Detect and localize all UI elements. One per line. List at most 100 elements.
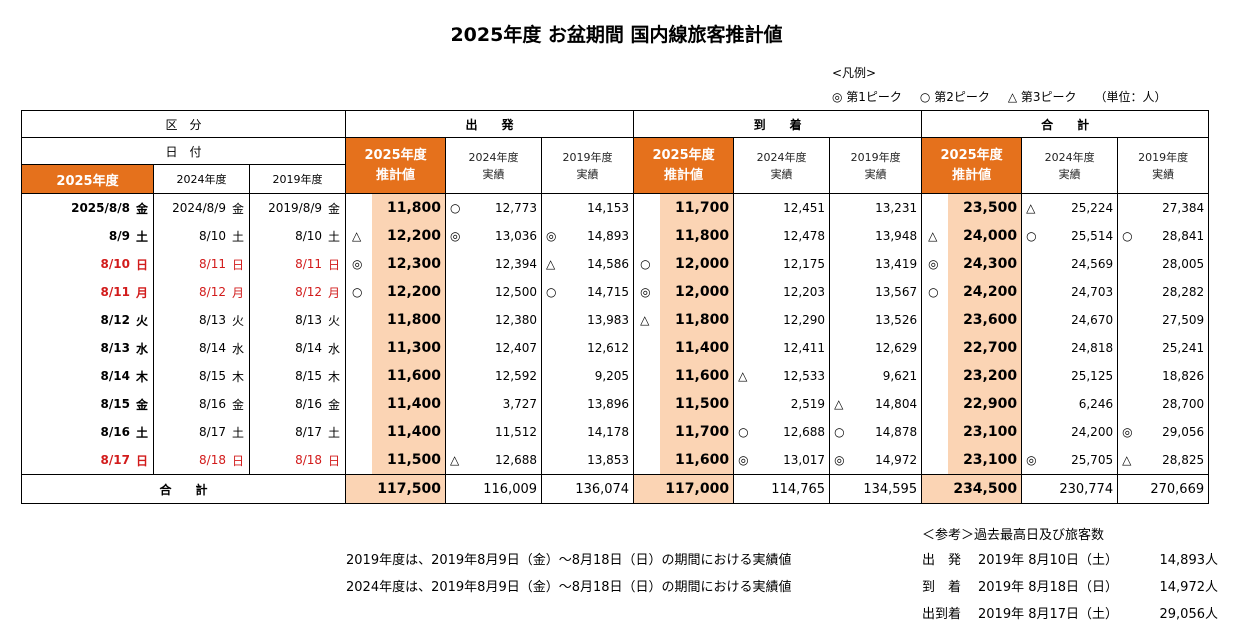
arr-estimate-value: 11,500 <box>675 396 730 412</box>
tot-estimate-value: 23,500 <box>963 200 1018 216</box>
date-2024-weekday: 水 <box>231 341 244 356</box>
tot-estimate-value: 23,100 <box>963 424 1018 440</box>
dep-v19-cell: 14,178 <box>541 418 635 446</box>
date-2024-weekday: 金 <box>231 201 244 216</box>
tot-v19-cell: 27,509 <box>1117 306 1210 334</box>
tot-total-2: 270,669 <box>1117 474 1210 504</box>
tot-actual-value: 29,056 <box>1162 425 1205 439</box>
dep-v25-cell: 11,600 <box>345 362 447 390</box>
dep-v24-cell: 12,500 <box>445 278 543 306</box>
passenger-table: 区 分 出 発 到 着 合 計 日 付 2025年度 推計値 2024年度 実績 2… <box>20 110 1210 504</box>
date-2019-weekday: 月 <box>328 285 341 300</box>
date-2024: 8/13 火 <box>153 306 250 334</box>
date-2025: 8/9 土 <box>21 222 154 250</box>
arr-v24-cell: ○ 12,688 <box>733 418 831 446</box>
peak-mark: △ <box>1026 201 1036 215</box>
date-2025: 8/10 日 <box>21 250 154 278</box>
date-2024-date: 8/10 <box>199 229 226 243</box>
dep-v25-cell: 11,800 <box>345 193 447 222</box>
dep-v19-cell: 9,205 <box>541 362 635 390</box>
peak-mark: ○ <box>546 285 557 299</box>
date-2019-date: 8/12 <box>295 285 323 299</box>
arr-2019-header: 2019年度 実績 <box>829 137 923 194</box>
arr-actual-value: 13,231 <box>875 201 918 215</box>
dep-actual-value: 12,688 <box>495 453 538 467</box>
tot-2019-header: 2019年度 実績 <box>1117 137 1210 194</box>
dep-2024-header: 2024年度 実績 <box>445 137 543 194</box>
tot-v24-cell: 24,670 <box>1021 306 1119 334</box>
date-2024-date: 8/14 <box>199 341 226 355</box>
tot-actual-value: 27,384 <box>1162 201 1205 215</box>
dep-v19-cell: 13,853 <box>541 446 635 475</box>
date-2019-date: 8/10 <box>295 229 323 243</box>
date-2025: 8/16 土 <box>21 418 154 446</box>
dep-estimate-value: 11,800 <box>387 200 442 216</box>
date-2024-date: 8/11 <box>199 257 226 271</box>
dep-estimate-value: 12,200 <box>387 228 442 244</box>
date-2019-weekday: 木 <box>328 369 341 384</box>
tot-v24-cell: 24,703 <box>1021 278 1119 306</box>
dep-estimate-value: 11,400 <box>387 424 442 440</box>
arr-v19-cell: 13,419 <box>829 250 923 278</box>
arr-v24-cell: 12,411 <box>733 334 831 362</box>
dep-actual-value: 12,380 <box>495 313 538 327</box>
arr-actual-value: 14,878 <box>875 425 918 439</box>
reference-heading: ＜参考＞過去最高日及び旅客数 <box>922 528 1105 543</box>
date-2025-weekday: 木 <box>135 369 148 384</box>
arr-actual-value: 12,203 <box>783 285 826 299</box>
dep-actual-value: 3,727 <box>502 397 538 411</box>
arr-actual-value: 12,411 <box>783 341 826 355</box>
note-2019: 2019年度は、2019年8月9日（金）～8月18日（日）の期間における実績値 <box>346 553 792 568</box>
tot-v19-cell: ◎ 29,056 <box>1117 418 1210 446</box>
peak-mark: ◎ <box>352 257 363 271</box>
dep-v25-cell: 11,800 <box>345 306 447 334</box>
date-2019-weekday: 土 <box>328 425 341 440</box>
arr-v19-cell: 12,629 <box>829 334 923 362</box>
peak-mark: △ <box>546 257 556 271</box>
dep-estimate-value: 11,300 <box>387 340 442 356</box>
date-2024: 8/15 木 <box>153 362 250 390</box>
tot-v25-cell: ◎ 24,300 <box>921 250 1023 278</box>
date-2019: 2019/8/9 金 <box>248 193 347 222</box>
table-row: 8/12 火 8/13 火 8/13 火 11,800 12,380 13,983 △ 11,800… <box>21 306 1210 334</box>
total-header: 合 計 <box>921 110 1210 138</box>
reference-combined: 出到着 2019年 8月17日（土） 29,056人 <box>922 607 1218 622</box>
arr-v24-cell: 12,203 <box>733 278 831 306</box>
date-2025-date: 8/15 <box>100 397 130 411</box>
date-2024-weekday: 日 <box>231 257 244 272</box>
dep-total-2: 136,074 <box>541 474 635 504</box>
date-2024-weekday: 金 <box>231 397 244 412</box>
dep-2019-header: 2019年度 実績 <box>541 137 635 194</box>
arr-v25-cell: 11,500 <box>633 390 735 418</box>
tot-v19-cell: 25,241 <box>1117 334 1210 362</box>
page-title: 2025年度 お盆期間 国内線旅客推計値 <box>450 24 783 46</box>
arr-actual-value: 14,804 <box>875 397 918 411</box>
date-2019: 8/16 金 <box>248 390 347 418</box>
date-2019: 8/14 水 <box>248 334 347 362</box>
legend-heading: <凡例> <box>832 66 877 80</box>
tot-estimate-value: 23,100 <box>963 452 1018 468</box>
dep-actual-value: 14,715 <box>587 285 630 299</box>
date-2025: 8/13 水 <box>21 334 154 362</box>
dep-v25-cell: ◎ 12,300 <box>345 250 447 278</box>
tot-actual-value: 25,241 <box>1162 341 1205 355</box>
arr-actual-value: 2,519 <box>790 397 826 411</box>
date-2024: 8/11 日 <box>153 250 250 278</box>
date-2024: 8/10 土 <box>153 222 250 250</box>
dep-actual-value: 13,896 <box>587 397 630 411</box>
tot-estimate-value: 23,200 <box>963 368 1018 384</box>
tot-v25-cell: ○ 24,200 <box>921 278 1023 306</box>
dep-v24-cell: 11,512 <box>445 418 543 446</box>
arr-actual-value: 12,290 <box>783 313 826 327</box>
tot-v19-cell: ○ 28,841 <box>1117 222 1210 250</box>
date-2025-weekday: 土 <box>135 229 148 244</box>
legend: ◎ 第1ピーク ○ 第2ピーク △ 第3ピーク （単位：人） <box>832 88 1185 105</box>
dep-v19-cell: 14,153 <box>541 193 635 222</box>
legend-unit: （単位：人） <box>1094 90 1167 104</box>
date-2024-weekday: 木 <box>231 369 244 384</box>
date-2024: 8/18 日 <box>153 446 250 475</box>
date-2024-date: 8/16 <box>199 397 226 411</box>
dep-v24-cell: △ 12,688 <box>445 446 543 475</box>
peak-mark: △ <box>738 369 748 383</box>
tot-estimate-value: 22,700 <box>963 340 1018 356</box>
